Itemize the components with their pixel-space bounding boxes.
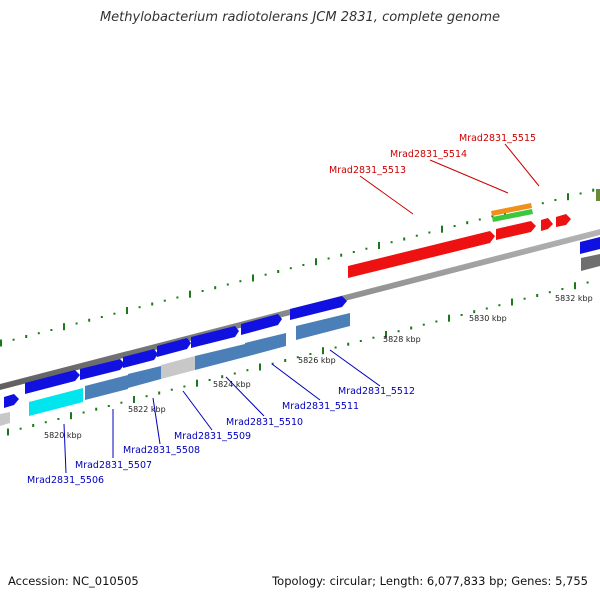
tick-label: 5820 kbp — [44, 431, 82, 440]
lower-tick-marks — [7, 281, 589, 436]
label-leaders — [63, 143, 540, 474]
gene-feature[interactable] — [581, 254, 600, 271]
gene-feature[interactable] — [245, 333, 286, 357]
gene-label: Mrad2831_5515 — [459, 133, 536, 144]
leader-line — [329, 349, 381, 387]
gene-label: Mrad2831_5507 — [75, 460, 152, 471]
gene-feature[interactable] — [29, 388, 83, 416]
gene-label: Mrad2831_5506 — [27, 475, 104, 486]
leader-line — [152, 397, 161, 445]
tick-label: 5824 kbp — [213, 380, 251, 389]
accession-text: Accession: NC_010505 — [8, 574, 139, 588]
gene-feature[interactable] — [0, 412, 10, 426]
leader-line — [271, 363, 321, 401]
leader-line — [225, 376, 265, 417]
gene-label: Mrad2831_5509 — [174, 431, 251, 442]
gene-feature[interactable] — [4, 394, 19, 408]
gene-label: Mrad2831_5514 — [390, 149, 467, 160]
leader-line — [504, 143, 540, 187]
leader-line — [429, 159, 509, 194]
feature-track — [491, 203, 533, 222]
gene-feature[interactable] — [128, 366, 161, 388]
gene-feature[interactable] — [195, 344, 245, 370]
gene-feature[interactable] — [25, 370, 80, 394]
gene-feature[interactable] — [348, 231, 495, 278]
gene-feature[interactable] — [496, 221, 536, 240]
tick-label: 5828 kbp — [383, 335, 421, 344]
tick-label: 5822 kbp — [128, 405, 166, 414]
upper-tick-marks — [0, 188, 595, 347]
gene-feature[interactable] — [85, 375, 128, 400]
gene-feature[interactable] — [596, 189, 600, 201]
gene-label: Mrad2831_5510 — [226, 417, 303, 428]
gene-feature[interactable] — [290, 296, 347, 320]
gene-feature[interactable] — [241, 314, 282, 335]
gene-feature[interactable] — [161, 356, 195, 379]
gene-feature[interactable] — [80, 359, 125, 380]
gene-feature[interactable] — [541, 218, 553, 231]
genome-title: Methylobacterium radiotolerans JCM 2831,… — [99, 10, 501, 25]
tick-label: 5826 kbp — [298, 356, 336, 365]
gene-feature[interactable] — [556, 214, 571, 227]
forward-strand-genes — [4, 189, 600, 408]
gene-label: Mrad2831_5508 — [123, 445, 200, 456]
tick-label: 5830 kbp — [469, 314, 507, 323]
leader-line — [182, 390, 213, 431]
reverse-strand-genes — [0, 254, 600, 426]
gene-feature[interactable] — [580, 237, 600, 254]
green-feature[interactable] — [492, 209, 533, 222]
gene-feature[interactable] — [191, 326, 239, 348]
gene-feature[interactable] — [157, 338, 191, 357]
leader-line — [359, 175, 414, 215]
tick-label: 5832 kbp — [555, 294, 593, 303]
leader-line — [63, 423, 67, 474]
gene-label: Mrad2831_5511 — [282, 401, 359, 412]
orange-feature[interactable] — [491, 203, 532, 216]
gene-feature[interactable] — [123, 349, 158, 368]
gene-label: Mrad2831_5513 — [329, 165, 406, 176]
gene-label: Mrad2831_5512 — [338, 386, 415, 397]
gene-feature[interactable] — [296, 313, 350, 340]
genome-summary-text: Topology: circular; Length: 6,077,833 bp… — [272, 574, 588, 588]
